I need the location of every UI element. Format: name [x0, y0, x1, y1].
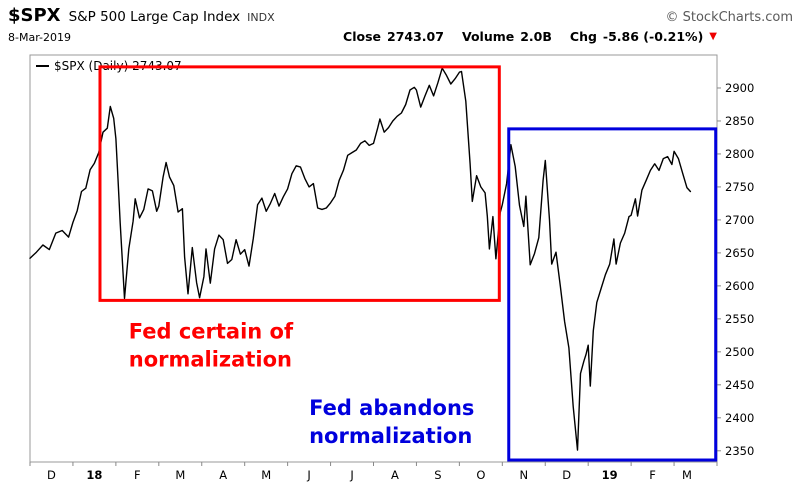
- volume-value: 2.0B: [520, 29, 552, 44]
- y-axis-label: 2450: [725, 378, 754, 392]
- x-axis-label: 19: [602, 468, 618, 482]
- fed-certain-text: Fed certain of normalization: [129, 320, 294, 372]
- quote-summary: Close 2743.07 Volume 2.0B Chg -5.86 (-0.21%…: [343, 29, 717, 44]
- x-axis-label: O: [476, 468, 485, 482]
- fed-certain-box: [98, 65, 501, 302]
- y-axis-label: 2700: [725, 213, 754, 227]
- y-axis-label: 2650: [725, 246, 754, 260]
- y-axis-label: 2400: [725, 411, 754, 425]
- close-pair: Close 2743.07: [343, 29, 444, 44]
- exchange-label: INDX: [247, 11, 275, 24]
- x-axis-label: 18: [86, 468, 102, 482]
- x-axis-label: S: [434, 468, 441, 482]
- ticker-symbol: $SPX: [8, 5, 61, 26]
- x-axis-label: M: [261, 468, 271, 482]
- volume-label: Volume: [461, 29, 515, 44]
- x-axis-label: D: [562, 468, 571, 482]
- y-axis-label: 2600: [725, 279, 754, 293]
- y-axis-label: 2900: [725, 81, 754, 95]
- y-axis-label: 2800: [725, 147, 754, 161]
- volume-pair: Volume 2.0B: [462, 29, 552, 44]
- chg-label: Chg: [569, 29, 597, 44]
- chg-value: -5.86 (-0.21%): [602, 29, 704, 44]
- x-axis-label: F: [649, 468, 656, 482]
- close-label: Close: [343, 29, 382, 44]
- y-axis-label: 2350: [725, 444, 754, 458]
- price-line: [29, 67, 692, 451]
- y-axis-label: 2500: [725, 345, 754, 359]
- close-value: 2743.07: [387, 29, 444, 44]
- y-axis-label: 2750: [725, 180, 754, 194]
- x-axis-label: M: [682, 468, 692, 482]
- chart-header: $SPX S&P 500 Large Cap Index INDX © Stoc…: [8, 5, 793, 26]
- x-axis-label: F: [134, 468, 141, 482]
- index-name: S&P 500 Large Cap Index: [68, 9, 241, 25]
- y-axis-label: 2550: [725, 312, 754, 326]
- chg-down-triangle-icon: ▼: [709, 31, 717, 42]
- x-axis-label: N: [519, 468, 528, 482]
- x-axis-label: J: [306, 468, 310, 482]
- fed-abandons-box: [507, 127, 718, 462]
- x-axis-label: A: [391, 468, 399, 482]
- quote-date: 8-Mar-2019: [8, 31, 71, 44]
- y-axis-label: 2850: [725, 114, 754, 128]
- stockcharts-copyright: © StockCharts.com: [665, 10, 793, 25]
- x-axis-label: J: [349, 468, 353, 482]
- x-axis-label: M: [175, 468, 185, 482]
- fed-abandons-text: Fed abandons normalization: [309, 396, 474, 448]
- x-axis-label: A: [219, 468, 227, 482]
- x-axis-label: D: [47, 468, 56, 482]
- chg-pair: Chg -5.86 (-0.21%): [570, 29, 703, 44]
